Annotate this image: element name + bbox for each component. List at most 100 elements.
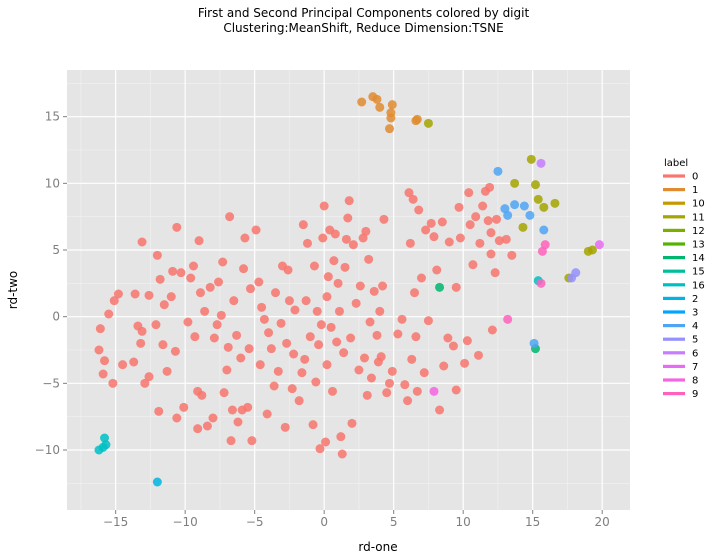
legend-swatch-4 [663, 324, 685, 328]
point-label-0 [236, 353, 246, 363]
legend-label-12: 12 [692, 226, 705, 237]
legend-swatch-16 [663, 283, 685, 287]
point-label-0 [223, 342, 233, 352]
point-label-0 [172, 413, 182, 423]
point-label-0 [200, 306, 210, 316]
point-label-9 [540, 240, 550, 250]
point-label-0 [109, 296, 119, 306]
point-label-0 [407, 354, 417, 364]
legend-label-14: 14 [692, 253, 705, 264]
point-label-0 [251, 225, 261, 235]
point-label-1 [387, 100, 397, 110]
point-label-0 [344, 196, 354, 206]
y-tick-label: 0 [52, 310, 60, 324]
legend-swatch-0 [663, 174, 685, 178]
point-label-11 [530, 180, 540, 190]
point-label-11 [526, 154, 536, 164]
point-label-0 [507, 250, 517, 260]
point-label-11 [533, 194, 543, 204]
x-tick-label: 20 [595, 515, 610, 529]
point-label-0 [225, 212, 235, 222]
point-label-11 [423, 118, 433, 128]
legend-swatch-9 [663, 392, 685, 396]
point-label-0 [312, 306, 322, 316]
point-label-0 [404, 188, 414, 198]
point-label-1 [386, 113, 396, 123]
chart-title: First and Second Principal Components co… [197, 6, 530, 20]
point-label-0 [308, 420, 318, 430]
point-label-0 [166, 292, 176, 302]
point-label-0 [451, 385, 461, 395]
point-label-0 [426, 218, 436, 228]
legend-swatch-3 [663, 310, 685, 314]
point-label-0 [214, 277, 224, 287]
point-label-0 [284, 296, 294, 306]
point-label-0 [108, 378, 118, 388]
point-label-11 [550, 198, 560, 208]
point-label-0 [393, 329, 403, 339]
point-label-0 [411, 332, 421, 342]
legend-label-13: 13 [692, 240, 705, 251]
point-label-0 [183, 317, 193, 327]
major-gridlines [67, 70, 630, 510]
point-label-4 [519, 201, 529, 211]
point-label-0 [419, 368, 429, 378]
y-axis-ticks: −10 −5 0 5 10 15 [35, 110, 67, 457]
point-label-1 [412, 114, 422, 124]
point-label-0 [208, 413, 218, 423]
y-tick-label: −5 [42, 376, 60, 390]
point-label-0 [170, 346, 180, 356]
x-tick-label: 15 [525, 515, 540, 529]
point-label-0 [298, 220, 308, 230]
point-label-0 [262, 409, 272, 419]
point-label-0 [113, 289, 123, 299]
point-label-0 [382, 388, 392, 398]
point-label-0 [186, 273, 196, 283]
point-label-8 [429, 386, 439, 396]
point-label-0 [400, 380, 410, 390]
point-label-5 [567, 273, 577, 283]
point-label-0 [464, 188, 474, 198]
point-label-0 [365, 317, 375, 327]
x-tick-label: −10 [172, 515, 197, 529]
point-label-0 [179, 402, 189, 412]
point-label-0 [254, 277, 264, 287]
point-label-0 [490, 268, 500, 278]
point-label-0 [439, 361, 449, 371]
point-label-0 [397, 314, 407, 324]
point-label-11 [518, 222, 528, 232]
y-tick-label: 15 [45, 110, 60, 124]
point-label-0 [455, 233, 465, 243]
point-label-0 [328, 386, 338, 396]
point-label-0 [158, 340, 168, 350]
point-label-0 [266, 344, 276, 354]
point-label-1 [375, 102, 385, 112]
point-label-0 [437, 217, 447, 227]
point-label-11 [587, 245, 597, 255]
legend-label-9: 9 [692, 389, 698, 400]
point-label-0 [364, 254, 374, 264]
point-label-0 [245, 284, 255, 294]
legend-swatch-14 [663, 256, 685, 260]
point-label-0 [264, 328, 274, 338]
point-label-0 [334, 306, 344, 316]
point-label-0 [494, 236, 504, 246]
legend-label-8: 8 [692, 376, 698, 387]
point-label-0 [421, 225, 431, 235]
point-label-0 [351, 298, 361, 308]
point-label-0 [322, 292, 332, 302]
point-label-0 [323, 272, 333, 282]
point-label-4 [539, 225, 549, 235]
point-label-0 [348, 240, 358, 250]
point-label-0 [194, 236, 204, 246]
point-label-0 [372, 330, 382, 340]
point-label-0 [289, 349, 299, 359]
point-label-0 [290, 305, 300, 315]
point-label-0 [314, 340, 324, 350]
legend-swatch-15 [663, 269, 685, 273]
point-label-0 [155, 274, 165, 284]
point-label-0 [273, 366, 283, 376]
point-label-0 [337, 449, 347, 459]
point-label-0 [243, 402, 253, 412]
